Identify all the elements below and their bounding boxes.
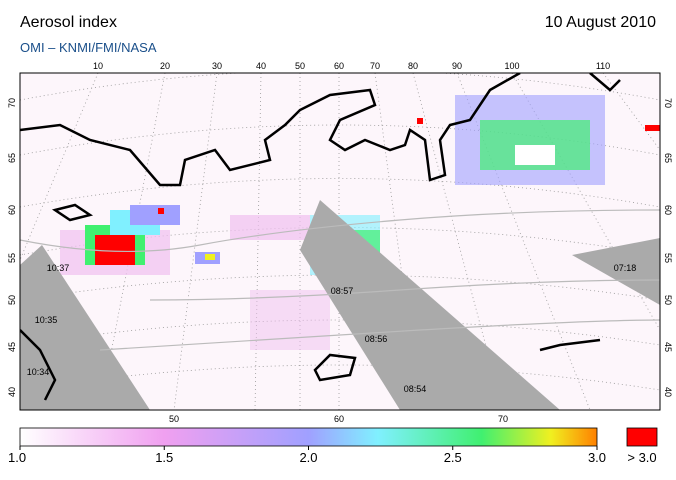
- borders: [20, 209, 660, 351]
- latitude-label: 45: [663, 342, 673, 352]
- longitude-label: 60: [334, 414, 344, 424]
- latitude-label: 60: [7, 205, 17, 215]
- latitude-label: 60: [663, 205, 673, 215]
- longitude-label: 50: [295, 61, 305, 71]
- orbit-time: 08:54: [404, 384, 427, 394]
- longitude-label: 10: [93, 61, 103, 71]
- longitude-label: 40: [256, 61, 266, 71]
- longitude-label: 30: [212, 61, 222, 71]
- orbit-time: 08:56: [365, 334, 388, 344]
- map-content: [20, 73, 660, 410]
- longitude-label: 80: [408, 61, 418, 71]
- latitude-label: 50: [7, 295, 17, 305]
- orbit-time: 10:35: [35, 315, 58, 325]
- longitude-label: 70: [498, 414, 508, 424]
- colorbar-tick-label: 1.5: [155, 450, 173, 465]
- latitude-label: 40: [7, 387, 17, 397]
- longitude-label: 60: [334, 61, 344, 71]
- longitude-label: 100: [504, 61, 519, 71]
- date: 10 August 2010: [545, 14, 656, 31]
- latitude-label: 55: [663, 253, 673, 263]
- longitude-label: 50: [169, 414, 179, 424]
- coastlines: [20, 73, 621, 401]
- orbit-time: 10:34: [27, 367, 50, 377]
- colorbar-over-label: > 3.0: [627, 450, 656, 465]
- latitude-label: 55: [7, 253, 17, 263]
- source: OMI – KNMI/FMI/NASA: [20, 40, 157, 55]
- swath-gaps: [20, 200, 660, 410]
- orbit-time: 08:57: [331, 286, 354, 296]
- latitude-label: 70: [7, 98, 17, 108]
- latitude-label: 70: [663, 98, 673, 108]
- longitude-label: 90: [452, 61, 462, 71]
- latitude-label: 50: [663, 295, 673, 305]
- longitude-label: 110: [596, 61, 610, 71]
- colorbar: [19, 427, 598, 447]
- colorbar-tick-label: 1.0: [8, 450, 26, 465]
- longitude-label: 20: [160, 61, 170, 71]
- longitude-label: 70: [370, 61, 380, 71]
- colorbar-tick-label: 2.5: [444, 450, 462, 465]
- orbit-time: 07:18: [614, 263, 637, 273]
- colorbar-over: [626, 427, 658, 447]
- latitude-label: 65: [7, 153, 17, 163]
- colorbar-tick-label: 2.0: [299, 450, 317, 465]
- latitude-label: 65: [663, 153, 673, 163]
- map-frame: [19, 72, 661, 411]
- colorbar-tick-label: 3.0: [588, 450, 606, 465]
- title: Aerosol index: [20, 14, 117, 31]
- latitude-label: 40: [663, 387, 673, 397]
- orbit-time: 10:37: [47, 263, 70, 273]
- latitude-label: 45: [7, 342, 17, 352]
